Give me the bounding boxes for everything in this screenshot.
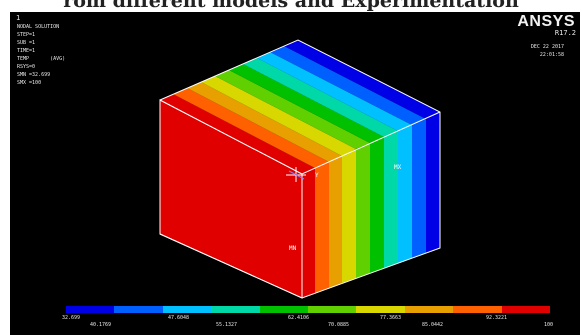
min-marker-label: MN [289,245,297,252]
coordinate-triad-icon [286,167,306,182]
legend-color-segment [162,306,212,313]
legend-color-segment [356,306,405,313]
legend-color-segment [453,306,502,313]
version-label: R17.2 [554,29,576,37]
legend-label-bottom: 40.1769 [90,322,112,328]
right-face-contour [302,112,440,298]
info-line: TIME=1 [17,48,36,54]
legend-label-bottom: 70.0885 [328,322,350,328]
ansys-logo: ANSYS [517,13,575,30]
legend-color-segment [404,306,454,313]
contour-cube-model[interactable]: Y MX MN [10,12,580,335]
legend-label-bottom: 55.1327 [216,322,238,328]
solution-info-block: NODAL SOLUTION STEP=1 SUB =1 TIME=1 TEMP… [17,23,65,87]
legend-color-segment [259,306,309,313]
window-number: 1 [16,14,21,22]
legend-color-segment [66,306,115,313]
info-line: STEP=1 [17,32,36,38]
legend-label-top: 77.3663 [380,315,402,321]
legend-label-bottom: 100 [544,322,554,328]
legend-label-top: 92.3221 [486,315,508,321]
legend-color-segment [114,306,163,313]
legend-color-segment [211,306,260,313]
ansys-graphics-viewport[interactable]: 1 NODAL SOLUTION STEP=1 SUB =1 TIME=1 TE… [10,12,580,335]
legend-color-bar [66,306,551,313]
max-marker-label: MX [394,164,402,171]
info-line: SMN =32.699 [17,72,51,78]
axis-label: Y [315,172,319,179]
time-label: 22:01:58 [539,52,564,58]
document-caption: rom different models and Experimentation [0,0,582,14]
legend-label-top: 32.699 [62,315,81,321]
info-line: SUB =1 [17,40,36,46]
info-line: TEMP (AVG) [17,56,66,62]
info-line: RSYS=0 [17,64,36,70]
legend-label-top: 47.6048 [168,315,190,321]
info-line: NODAL SOLUTION [17,24,60,30]
legend-label-top: 62.4106 [288,315,310,321]
legend-labels: 32.699 40.1769 47.6048 55.1327 62.4106 7… [62,314,582,334]
date-label: DEC 22 2017 [530,44,564,50]
info-line: SMX =100 [17,80,42,86]
cube-outline [159,39,441,299]
legend-label-bottom: 85.0442 [422,322,444,328]
legend-color-segment [308,306,357,313]
legend-color-segment [501,306,551,313]
top-face-contour [160,40,440,174]
